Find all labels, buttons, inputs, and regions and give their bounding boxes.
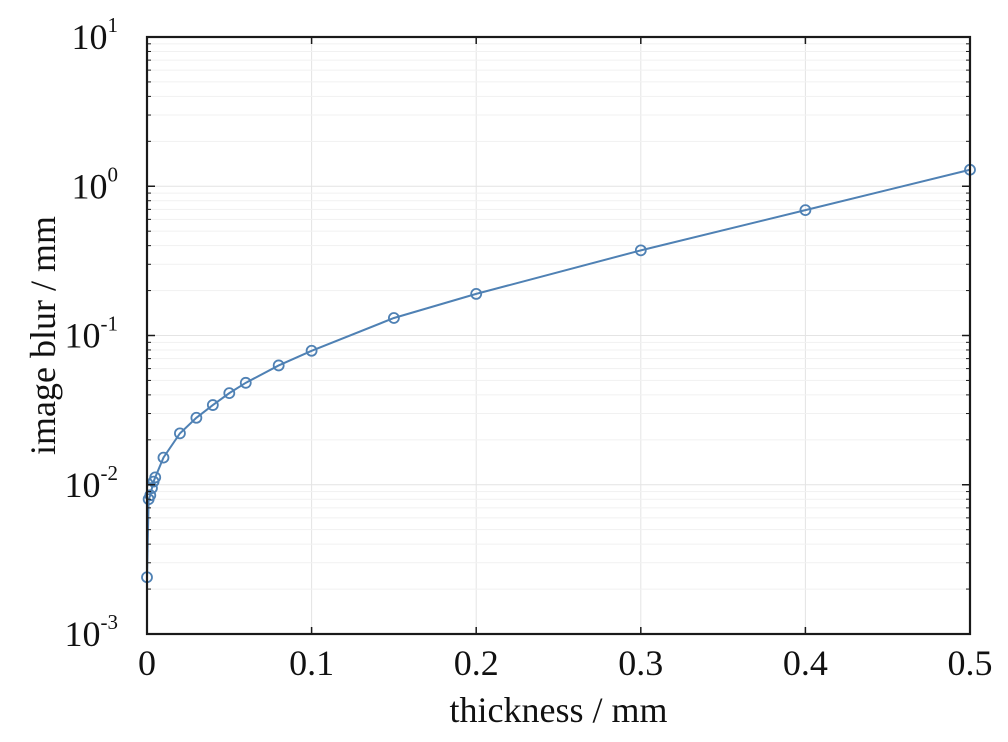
data-point: [206, 399, 219, 411]
data-point: [272, 359, 285, 372]
x-tick-labels: 0 0.1 0.2 0.3 0.4 0.5: [138, 643, 993, 683]
data-point: [144, 489, 157, 502]
y-axis-title: image blur / mm: [23, 216, 63, 455]
y-tick-label: 101: [72, 13, 119, 57]
x-tick-label: 0.1: [289, 643, 334, 683]
data-point: [190, 411, 203, 424]
data-point: [157, 451, 170, 464]
y-tick-labels: 10-3 10-2 10-1 100 101: [65, 13, 119, 654]
data-point: [223, 387, 236, 400]
x-tick-label: 0.4: [783, 643, 828, 683]
data-point: [149, 471, 162, 484]
y-tick-label: 10-3: [65, 610, 119, 654]
data-point: [387, 312, 400, 324]
data-point: [305, 344, 318, 357]
series-line: [146, 168, 971, 578]
x-tick-label: 0.2: [454, 643, 499, 683]
x-tick-label: 0: [138, 643, 156, 683]
y-tick-label: 100: [72, 162, 119, 206]
x-tick-label: 0.3: [618, 643, 663, 683]
grid: [146, 36, 971, 635]
data-point: [239, 376, 252, 389]
data-point: [634, 244, 647, 257]
x-tick-label: 0.5: [948, 643, 993, 683]
data-point: [470, 287, 483, 300]
series-layer: [141, 163, 976, 584]
y-tick-label: 10-2: [65, 461, 119, 505]
y-tick-label: 10-1: [65, 312, 119, 356]
tick-marks: [146, 36, 971, 635]
data-point: [799, 204, 812, 217]
x-axis-title: thickness / mm: [450, 690, 668, 730]
data-point: [174, 427, 186, 440]
